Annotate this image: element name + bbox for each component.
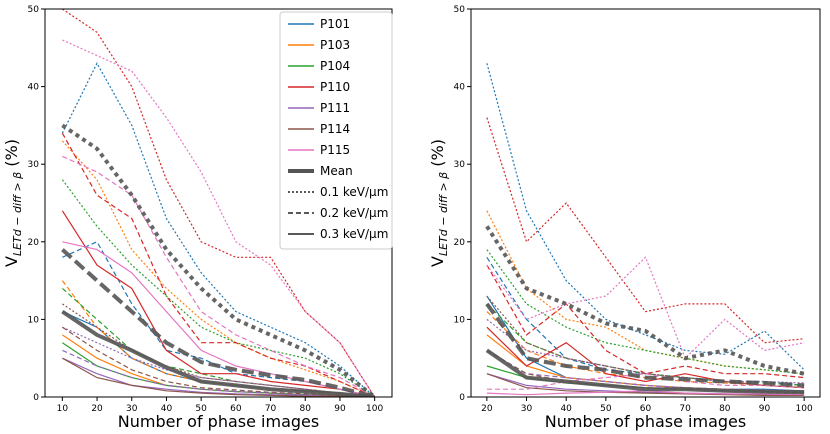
left-ytick-label-0: 0 — [33, 393, 39, 403]
right-line-p104-01 — [486, 249, 805, 375]
legend-label-p115: P115 — [320, 143, 350, 157]
right-line-p114-02 — [486, 349, 805, 394]
right-xtick-label-90: 90 — [759, 404, 771, 414]
left-ytick-label-40: 40 — [28, 83, 40, 93]
left-line-p115-01 — [62, 39, 376, 397]
left-xlabel: Number of phase images — [118, 412, 319, 431]
left-xtick-label-10: 10 — [57, 404, 69, 414]
legend-label-mean: Mean — [320, 164, 353, 178]
left-xtick-label-100: 100 — [366, 404, 383, 414]
right-series-group — [485, 63, 805, 396]
left-xtick-label-40: 40 — [161, 404, 173, 414]
right-line-mean-01 — [485, 225, 805, 376]
left-line-p103-01 — [61, 140, 375, 397]
left-xtick-label-50: 50 — [195, 404, 207, 414]
right-ytick-label-20: 20 — [454, 238, 466, 248]
right-ytick-label-30: 30 — [454, 160, 466, 170]
right-ytick-label-40: 40 — [454, 83, 466, 93]
left-ytick-label-50: 50 — [28, 5, 40, 15]
left-ylabel: VLETd − diff > β (%) — [2, 139, 24, 267]
left-ytick-label-30: 30 — [28, 160, 40, 170]
legend-label-p104: P104 — [320, 59, 350, 73]
right-ylabel: VLETd − diff > β (%) — [428, 139, 450, 267]
legend-label-p101: P101 — [320, 17, 350, 31]
right-line-mean-02 — [485, 302, 805, 388]
legend-label-style-3: 0.3 keV/μm — [320, 227, 388, 241]
left-line-p110-02 — [61, 132, 375, 397]
legend-label-style-1: 0.1 keV/μm — [320, 185, 388, 199]
right-line-p115-02 — [486, 373, 805, 390]
right-xtick-label-20: 20 — [481, 404, 493, 414]
right-xtick-label-30: 30 — [521, 404, 533, 414]
left-line-p114-03 — [62, 357, 375, 397]
right-xlabel: Number of phase images — [545, 412, 746, 431]
right-line-p101-01 — [486, 63, 805, 371]
left-line-p115-02 — [62, 155, 375, 397]
legend-label-p111: P111 — [320, 101, 350, 115]
right-line-p110-01 — [486, 117, 805, 344]
right-line-p110-02 — [486, 264, 805, 379]
left-line-p111-01 — [62, 326, 375, 397]
left-xtick-label-80: 80 — [300, 404, 312, 414]
left-xtick-label-20: 20 — [91, 404, 103, 414]
right-xtick-label-80: 80 — [719, 404, 731, 414]
left-line-p101-01 — [61, 62, 375, 397]
left-ytick-label-20: 20 — [28, 238, 40, 248]
left-xtick-label-30: 30 — [126, 404, 138, 414]
left-line-p104-01 — [61, 179, 375, 397]
left-ytick-label-10: 10 — [28, 315, 40, 325]
right-line-p101-02 — [486, 256, 805, 386]
right-ytick-label-50: 50 — [454, 5, 466, 15]
legend: P101 P103 P104 P110 P111 P114 P115 Mean 0.1 keV/… — [279, 11, 393, 250]
right-line-p115-01 — [486, 256, 805, 360]
left-xtick-label-60: 60 — [230, 404, 242, 414]
right-xtick-label-100: 100 — [796, 404, 813, 414]
right-line-p114-01 — [486, 295, 805, 389]
legend-label-style-2: 0.2 keV/μm — [320, 206, 388, 220]
right-line-mean-03 — [485, 348, 805, 395]
left-line-p115-03 — [62, 241, 375, 397]
left-line-p110-03 — [61, 210, 375, 397]
left-xtick-label-90: 90 — [334, 404, 346, 414]
right-ytick-label-10: 10 — [454, 315, 466, 325]
right-xtick-label-70: 70 — [679, 404, 691, 414]
legend-label-p114: P114 — [320, 122, 350, 136]
left-line-mean-02 — [61, 248, 376, 397]
left-line-p110-01 — [62, 9, 376, 397]
legend-label-p110: P110 — [320, 80, 350, 94]
right-xtick-label-50: 50 — [600, 404, 612, 414]
legend-frame — [279, 11, 393, 250]
right-line-p111-02 — [486, 349, 805, 392]
left-series-group — [61, 9, 376, 397]
right-line-p114-03 — [486, 373, 805, 396]
left-line-mean-03 — [61, 309, 375, 397]
right-xtick-label-60: 60 — [640, 404, 652, 414]
right-ytick-label-0: 0 — [459, 393, 465, 403]
legend-label-p103: P103 — [320, 38, 350, 52]
left-xtick-label-70: 70 — [265, 404, 277, 414]
right-xtick-label-40: 40 — [560, 404, 572, 414]
